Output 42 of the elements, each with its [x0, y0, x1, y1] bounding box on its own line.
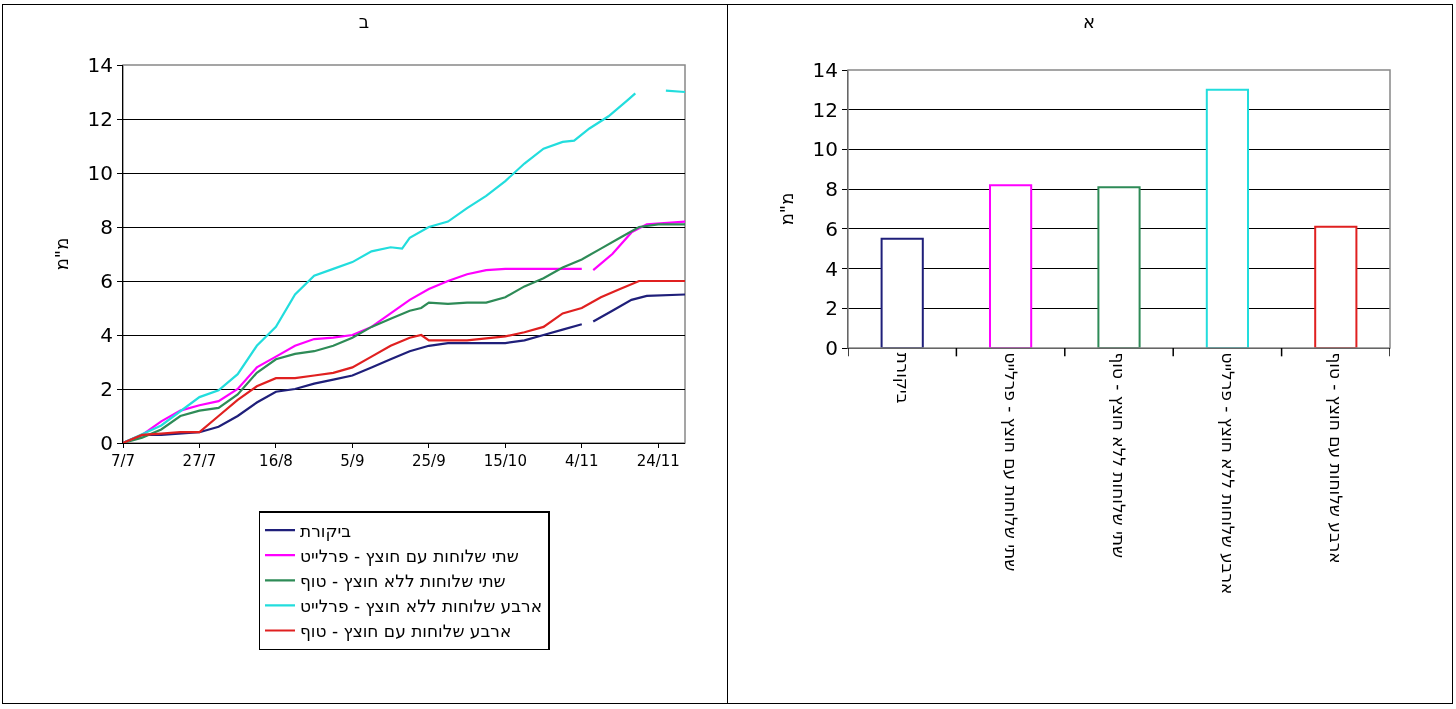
bar: [1097, 186, 1141, 348]
y-tick-label: 4: [825, 256, 838, 281]
x-tick-label: שתי שלוחות ללא חוצץ - טוף: [1109, 352, 1130, 559]
legend-label: ארבע שלוחות ללא חוצץ - פרלייט: [300, 596, 543, 617]
bar: [1314, 225, 1358, 348]
y-tick-label: 2: [100, 377, 113, 401]
x-tick-label: 16/8: [259, 452, 293, 470]
x-tick-label: ארבע שלוחות עם חוצץ - טוף: [1326, 352, 1347, 564]
y-axis-title: מ"מ: [50, 237, 72, 271]
y-tick-label: 0: [825, 336, 838, 360]
bar: [880, 237, 924, 348]
x-tick-label: 5/9: [340, 452, 365, 470]
y-tick-label: 10: [812, 137, 838, 162]
y-tick-label: 12: [812, 97, 838, 122]
x-tick-label: 25/9: [412, 452, 446, 470]
x-tick-label: 27/7: [182, 452, 217, 470]
y-tick-label: 10: [87, 161, 113, 185]
bar: [1205, 88, 1249, 348]
legend-label: שתי שלוחות ללא חוצץ - טוף: [300, 570, 506, 591]
legend-label: ביקורת: [300, 520, 352, 541]
x-tick-label: 4/11: [564, 452, 599, 470]
x-tick-label: 24/11: [636, 452, 680, 470]
x-tick-label: ביקורת: [892, 352, 913, 404]
x-tick-label: 15/10: [483, 452, 527, 470]
y-tick-label: 14: [87, 53, 113, 77]
y-tick-label: 14: [812, 58, 838, 82]
legend-label: ארבע שלוחות עם חוצץ - טוף: [300, 621, 512, 642]
y-tick-label: 12: [87, 107, 113, 131]
y-tick-label: 4: [100, 323, 113, 347]
x-tick-label: 7/7: [110, 452, 136, 470]
y-tick-label: 8: [100, 215, 113, 239]
bar: [989, 184, 1033, 348]
y-tick-label: 6: [825, 216, 838, 241]
y-tick-label: 2: [825, 296, 838, 321]
y-tick-label: 0: [100, 431, 113, 455]
chart-title: א: [1082, 11, 1096, 33]
x-tick-label: שתי שלוחות עם חוצץ - פרלייט: [1001, 352, 1022, 572]
x-tick-label: ארבע שלוחות ללא חוצץ - פרלייט: [1217, 352, 1238, 595]
y-tick-label: 6: [100, 269, 113, 293]
chart-title: ב: [358, 11, 370, 33]
y-axis-title: מ"מ: [775, 192, 797, 226]
y-tick-label: 8: [825, 177, 838, 202]
